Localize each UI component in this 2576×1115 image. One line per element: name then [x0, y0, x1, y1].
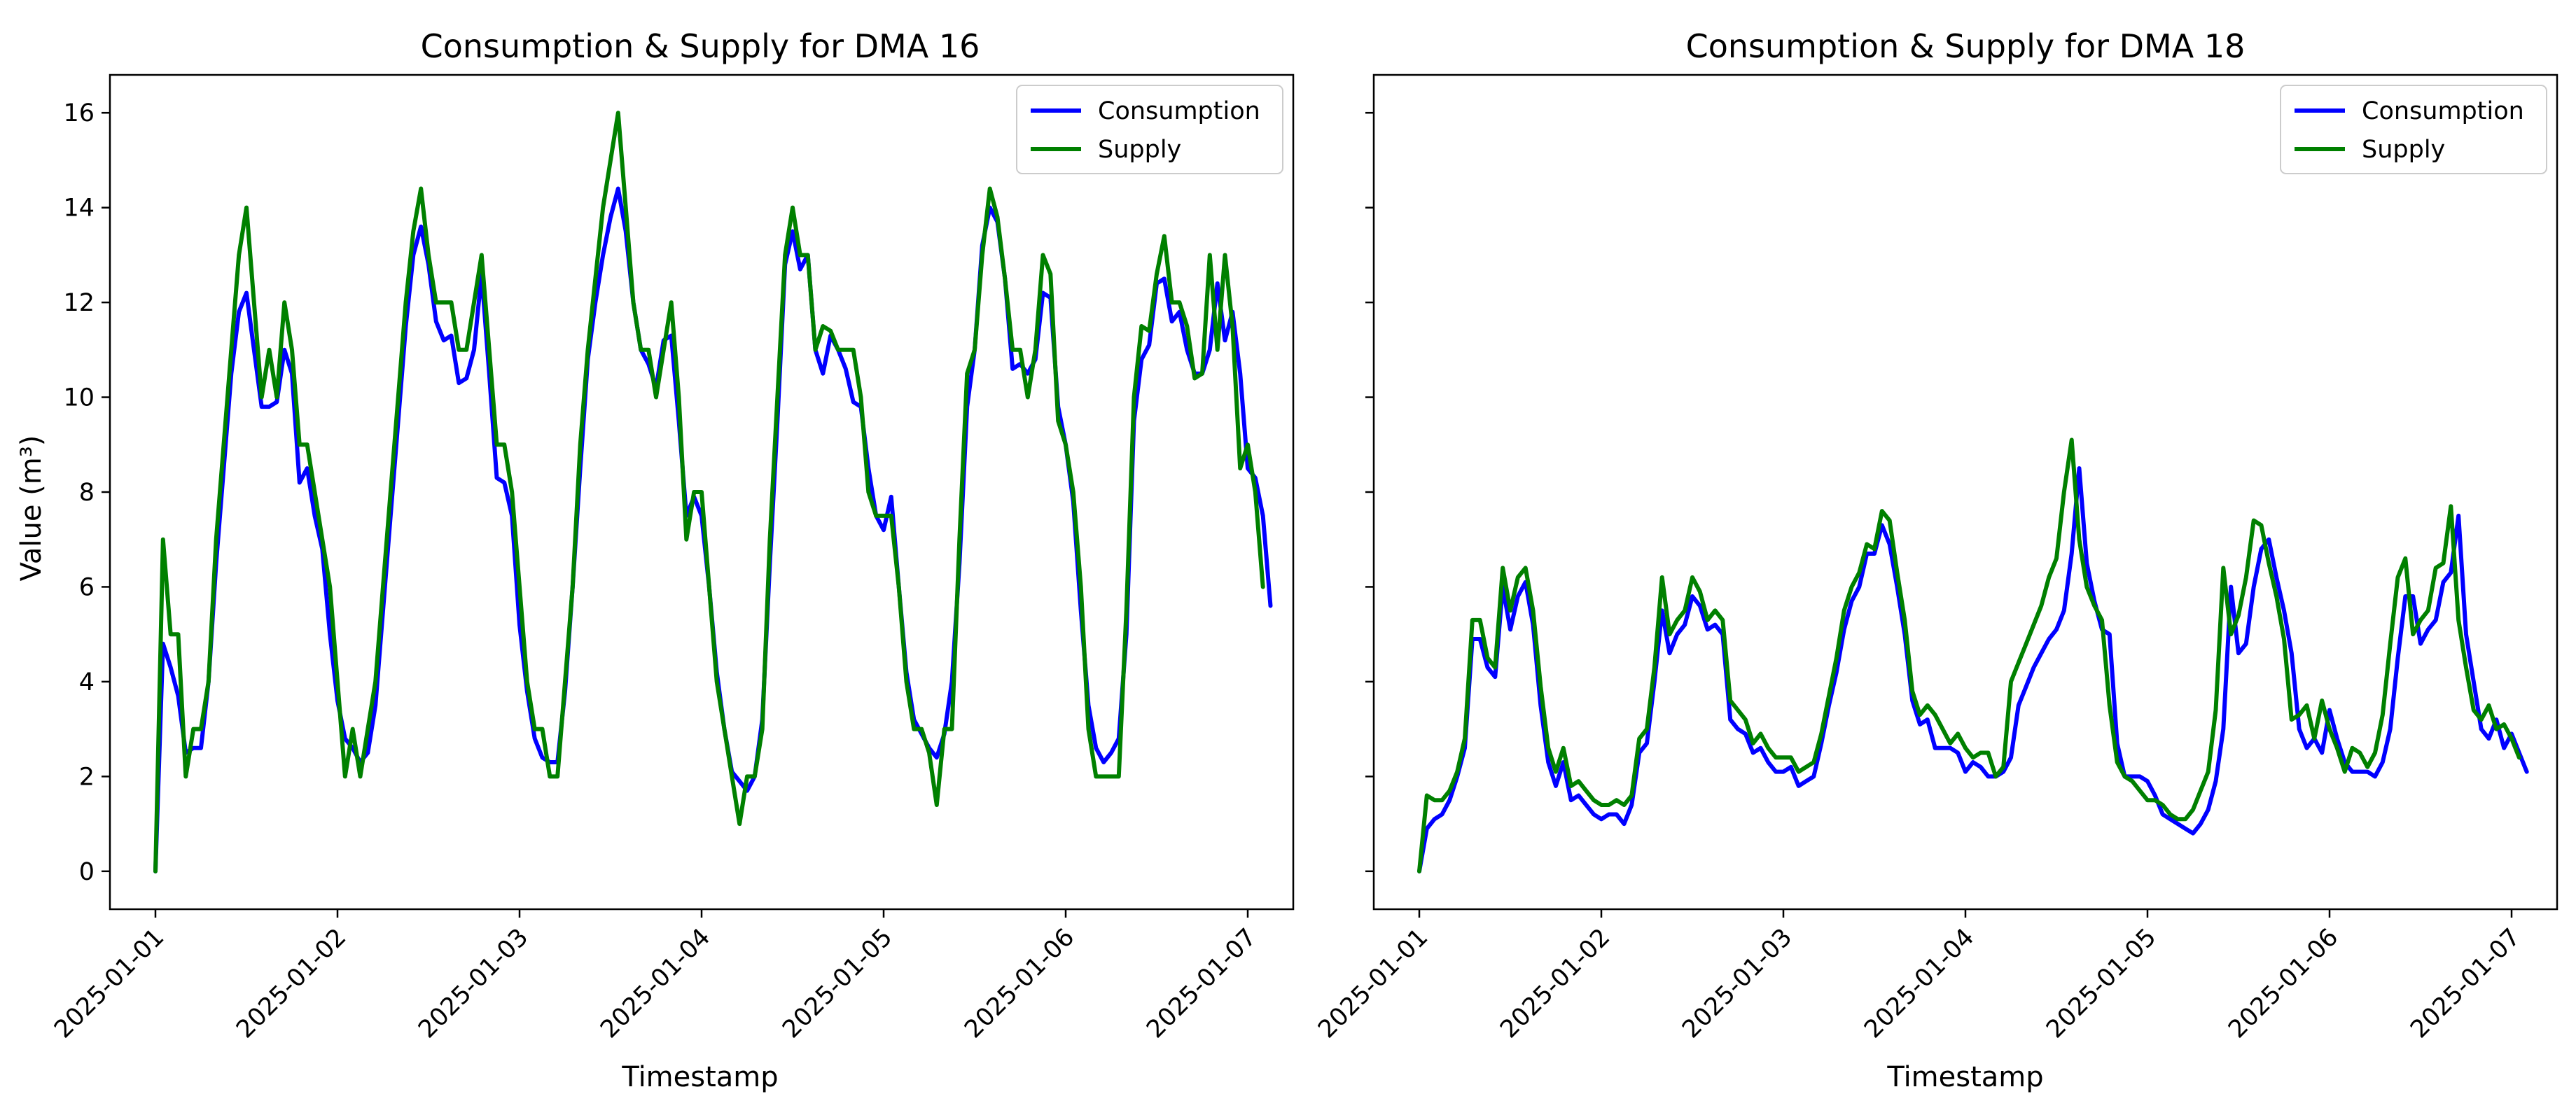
legend: Consumption Supply	[2280, 85, 2547, 174]
legend-box	[1016, 85, 1283, 174]
y-axis-label: Value (m³)	[15, 435, 48, 582]
series-line-consumption	[1417, 466, 2529, 874]
x-axis-label: Timestamp	[1886, 1061, 2043, 1093]
y-tick-label: 14	[63, 195, 95, 223]
chart-title: Consumption & Supply for DMA 16	[421, 27, 980, 65]
legend-supply-label: Supply	[1098, 136, 1181, 164]
series-line-supply	[153, 111, 1265, 874]
y-tick-label: 0	[79, 858, 95, 886]
plot-area-frame	[109, 73, 1295, 911]
legend-consumption-label: Consumption	[2362, 97, 2524, 125]
y-tick-label: 4	[79, 668, 95, 696]
series-line-supply	[1417, 437, 2521, 874]
y-tick-label: 10	[63, 384, 95, 412]
y-tick-label: 16	[63, 99, 95, 127]
y-tick-label: 2	[79, 763, 95, 791]
y-tick-label: 6	[79, 573, 95, 601]
legend-consumption-label: Consumption	[1098, 97, 1260, 125]
x-axis-label: Timestamp	[621, 1061, 778, 1093]
legend-box	[2280, 85, 2547, 174]
series-group	[153, 111, 1273, 874]
legend-supply-label: Supply	[2362, 136, 2445, 164]
series-group	[1417, 437, 2529, 874]
y-tick-label: 12	[63, 289, 95, 317]
y-tick-label: 8	[79, 479, 95, 507]
plot-area-frame	[1372, 73, 2558, 911]
legend: Consumption Supply	[1016, 85, 1283, 174]
chart-title: Consumption & Supply for DMA 18	[1686, 27, 2246, 65]
